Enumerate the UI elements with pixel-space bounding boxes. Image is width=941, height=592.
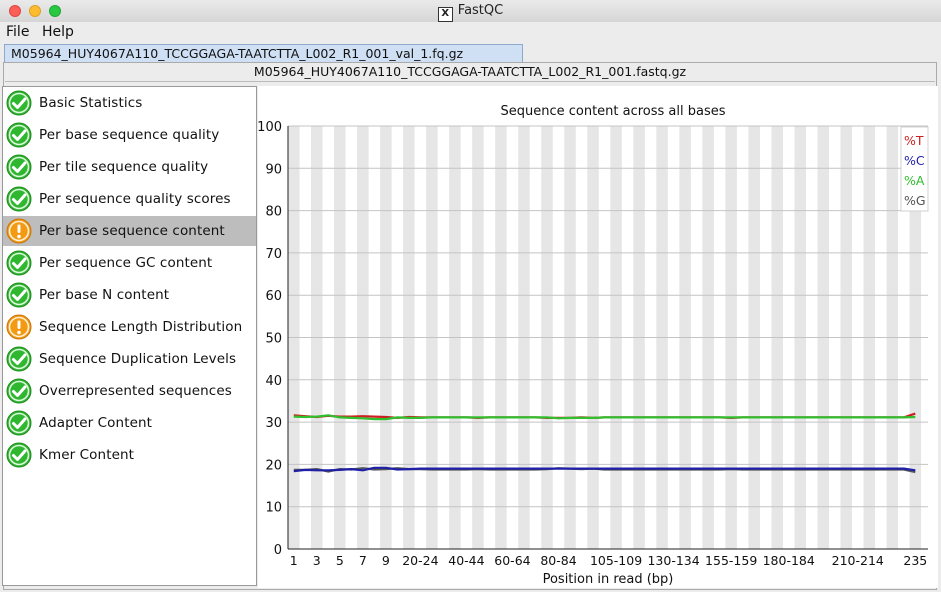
module-label: Basic Statistics: [39, 95, 143, 111]
module-item[interactable]: Per sequence GC content: [3, 248, 256, 278]
window-titlebar: X FastQC: [0, 0, 941, 23]
legend-box: [900, 126, 929, 212]
module-item[interactable]: Per base sequence quality: [3, 120, 256, 150]
module-label: Per base sequence content: [39, 223, 225, 239]
module-label: Per base sequence quality: [39, 127, 220, 143]
module-label: Overrepresented sequences: [39, 383, 232, 399]
x-tick-label: 180-184: [763, 553, 815, 568]
module-item[interactable]: Overrepresented sequences: [3, 376, 256, 406]
module-label: Per base N content: [39, 287, 170, 303]
legend-entry: %C: [904, 153, 925, 168]
check-circle-icon: [6, 346, 32, 372]
chart-panel: 0 10 20 30 40 50 60 70 80 90 100 1 3 5 7 9 20-24 40-44 60-…: [257, 86, 938, 588]
check-circle-icon: [6, 442, 32, 468]
chart-title: Sequence content across all bases: [500, 104, 725, 119]
report-title: M05964_HUY4067A110_TCCGGAGA-TAATCTTA_L00…: [5, 63, 935, 82]
y-tick-label: 20: [265, 458, 282, 473]
x-tick-label: 40-44: [448, 553, 484, 568]
x-tick-label: 80-84: [540, 553, 576, 568]
module-list: Basic Statistics Per base sequence qualit…: [2, 86, 257, 586]
check-circle-icon: [6, 282, 32, 308]
x-tick-label: 105-109: [590, 553, 642, 568]
legend-entry: %G: [904, 193, 926, 208]
module-item[interactable]: Kmer Content: [3, 440, 256, 470]
check-circle-icon: [6, 186, 32, 212]
series-line-a: [293, 414, 916, 421]
check-circle-icon: [6, 378, 32, 404]
exclamation-circle-icon: [6, 218, 32, 244]
module-label: Sequence Length Distribution: [39, 319, 243, 335]
x-tick-label: 5: [336, 553, 344, 568]
module-item[interactable]: Sequence Length Distribution: [3, 312, 256, 342]
legend: %T %C %A %G: [900, 126, 929, 212]
x-tick-label: 1: [290, 553, 298, 568]
module-item[interactable]: Basic Statistics: [3, 88, 256, 118]
module-label: Per tile sequence quality: [39, 159, 209, 175]
x-tick-label: 210-214: [832, 553, 884, 568]
y-tick-label: 40: [265, 374, 282, 389]
x-tick-label: 155-159: [705, 553, 757, 568]
module-item[interactable]: Sequence Duplication Levels: [3, 344, 256, 374]
y-tick-label: 0: [274, 543, 282, 558]
y-tick-label: 10: [265, 501, 282, 516]
sequence-content-chart: 0 10 20 30 40 50 60 70 80 90 100 1 3 5 7 9 20-24 40-44 60-…: [257, 104, 929, 587]
file-tab[interactable]: M05964_HUY4067A110_TCCGGAGA-TAATCTTA_L00…: [4, 44, 523, 62]
legend-entry: %A: [904, 173, 925, 188]
module-item[interactable]: Adapter Content: [3, 408, 256, 438]
module-label: Per sequence GC content: [39, 255, 213, 271]
y-tick-label: 50: [265, 332, 282, 347]
legend-entry: %T: [904, 133, 924, 148]
module-label: Kmer Content: [39, 447, 135, 463]
module-label: Sequence Duplication Levels: [39, 351, 237, 367]
module-label: Per sequence quality scores: [39, 191, 231, 207]
y-tick-label: 100: [258, 120, 282, 135]
x-tick-label: 7: [359, 553, 367, 568]
y-tick-label: 70: [265, 247, 282, 262]
module-item[interactable]: Per base N content: [3, 280, 256, 310]
module-item[interactable]: Per tile sequence quality: [3, 152, 256, 182]
y-tick-label: 30: [265, 416, 282, 431]
x-tick-label: 60-64: [494, 553, 530, 568]
x-tick-label: 20-24: [402, 553, 438, 568]
x-tick-label: 9: [382, 553, 390, 568]
check-circle-icon: [6, 90, 32, 116]
check-circle-icon: [6, 154, 32, 180]
x-axis-label: Position in read (bp): [543, 572, 674, 587]
x-tick-label: 130-134: [647, 553, 699, 568]
zoom-window-button[interactable]: [49, 5, 61, 17]
menu-help[interactable]: Help: [42, 24, 74, 40]
check-circle-icon: [6, 250, 32, 276]
series-line-c: [293, 466, 916, 473]
menu-file[interactable]: File: [6, 24, 30, 40]
window-title: X FastQC: [0, 3, 941, 22]
module-item[interactable]: Per base sequence content: [3, 216, 256, 246]
module-item[interactable]: Per sequence quality scores: [3, 184, 256, 214]
x-tick-label: 3: [313, 553, 321, 568]
y-tick-label: 80: [265, 205, 282, 220]
minimize-window-button[interactable]: [29, 5, 41, 17]
window-title-text: FastQC: [457, 3, 504, 18]
x11-app-icon: X: [437, 7, 453, 22]
check-circle-icon: [6, 410, 32, 436]
x-tick-label: 235: [903, 553, 927, 568]
module-label: Adapter Content: [39, 415, 153, 431]
y-tick-label: 60: [265, 289, 282, 304]
menu-bar: File Help: [0, 22, 941, 42]
check-circle-icon: [6, 122, 32, 148]
close-window-button[interactable]: [9, 5, 21, 17]
exclamation-circle-icon: [6, 314, 32, 340]
y-tick-label: 90: [265, 162, 282, 177]
